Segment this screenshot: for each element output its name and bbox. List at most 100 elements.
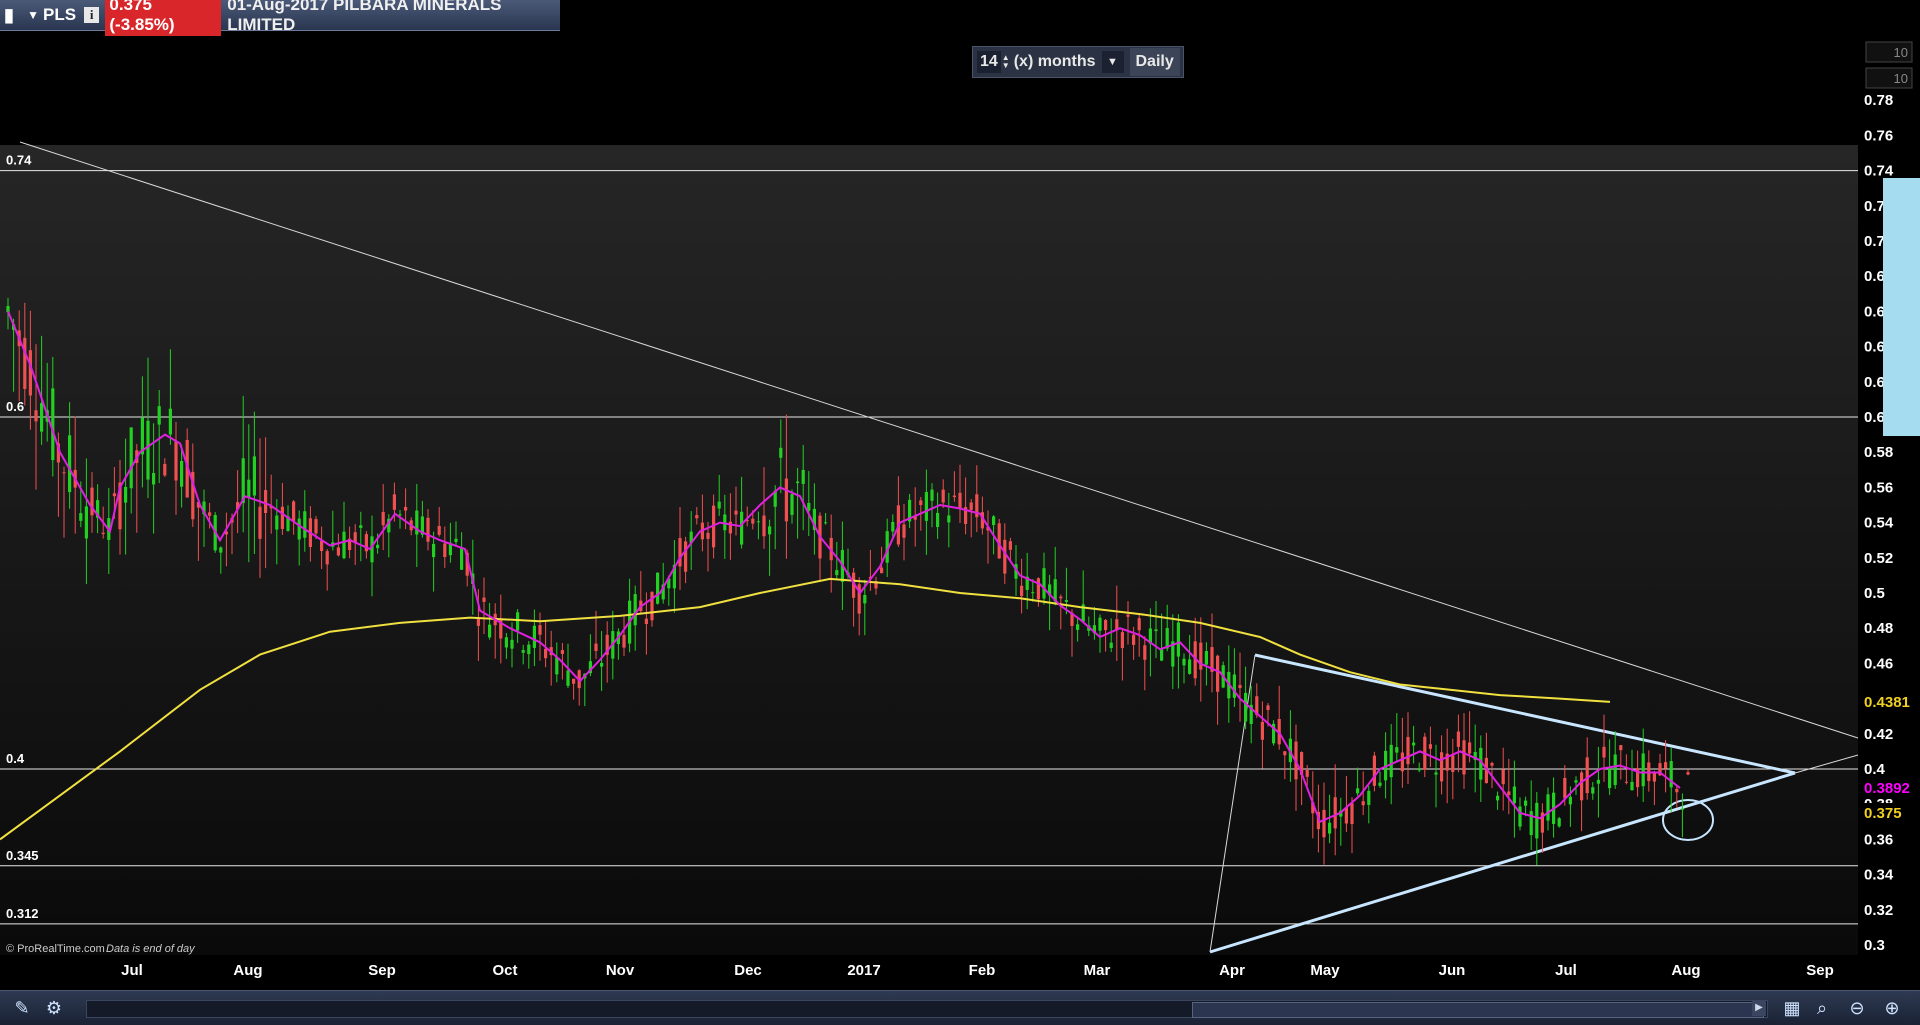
candle-body bbox=[264, 490, 268, 514]
x-tick-label: Feb bbox=[969, 962, 996, 979]
candle-body bbox=[1490, 763, 1494, 766]
price-scale-highlight bbox=[1883, 178, 1920, 436]
candle-body bbox=[807, 502, 811, 511]
candle-body bbox=[219, 547, 223, 553]
x-tick-label: Aug bbox=[233, 962, 262, 979]
candle-body bbox=[1535, 802, 1539, 839]
x-tick-label: Oct bbox=[492, 962, 517, 979]
price-chart[interactable]: 0.74 0.6 0.4 0.345 0.312 Jul Aug Sep Oct Nov Dec 2… bbox=[0, 0, 1920, 990]
level-label: 0.4 bbox=[6, 751, 25, 766]
candle-body bbox=[644, 618, 648, 625]
candle-body bbox=[1608, 768, 1612, 789]
candle-body bbox=[706, 532, 710, 539]
zoom-in-icon[interactable]: ⊕ bbox=[1884, 998, 1900, 1018]
x-tick-label: Mar bbox=[1084, 962, 1111, 979]
y-tick-label: 0.78 bbox=[1864, 92, 1893, 109]
period-unit-dropdown-icon[interactable]: ▼ bbox=[1101, 51, 1124, 73]
candle-body bbox=[1008, 541, 1012, 550]
candle-body bbox=[84, 506, 88, 539]
scale-box bbox=[1865, 67, 1913, 89]
candle-body bbox=[728, 521, 732, 534]
candle-body bbox=[594, 643, 598, 651]
candle-body bbox=[280, 506, 284, 529]
candle-body bbox=[1260, 721, 1264, 740]
candle-body bbox=[1518, 806, 1522, 827]
candle-body bbox=[521, 650, 525, 653]
candle-body bbox=[566, 670, 570, 686]
candle-body bbox=[370, 536, 374, 563]
y-tick-label: 0.34 bbox=[1864, 867, 1894, 884]
candle-body bbox=[544, 648, 548, 659]
candle-body bbox=[1014, 564, 1018, 579]
candle-body bbox=[1417, 768, 1421, 771]
candle-body bbox=[1585, 757, 1589, 794]
y-tick-label: 0.46 bbox=[1864, 655, 1893, 672]
candle-body bbox=[852, 572, 856, 598]
scale-box-label: 10 bbox=[1894, 71, 1908, 86]
y-tick-label: 0.74 bbox=[1864, 163, 1894, 180]
candle-body bbox=[1473, 751, 1477, 761]
triangle-lower-line bbox=[1209, 771, 1796, 954]
candle-body bbox=[1680, 808, 1684, 810]
candle-body bbox=[460, 548, 464, 570]
candle-body bbox=[398, 514, 402, 516]
candle-body bbox=[516, 612, 520, 631]
candle-body bbox=[1378, 782, 1382, 786]
candle-body bbox=[1356, 788, 1360, 794]
candle-body bbox=[1115, 619, 1119, 630]
scroll-right-button[interactable]: ▶ bbox=[1752, 1000, 1766, 1016]
candle-body bbox=[1160, 648, 1164, 661]
candle-body bbox=[1042, 568, 1046, 599]
candle-body bbox=[510, 639, 514, 649]
chart-data-icon[interactable]: ▦ bbox=[1783, 998, 1801, 1018]
x-tick-label: May bbox=[1310, 962, 1340, 979]
candle-body bbox=[997, 523, 1001, 559]
candle-body bbox=[1188, 659, 1192, 674]
candle-body bbox=[1372, 755, 1376, 786]
candle-body bbox=[812, 508, 816, 530]
scrollbar-thumb[interactable] bbox=[1192, 1002, 1764, 1018]
time-scrollbar[interactable] bbox=[86, 1000, 1768, 1018]
candle-body bbox=[796, 481, 800, 484]
candle-body bbox=[1076, 624, 1080, 630]
candle-body bbox=[986, 526, 990, 531]
candle-body bbox=[1171, 641, 1175, 667]
zoom-out-icon[interactable]: ⊖ bbox=[1849, 998, 1865, 1018]
candle-body bbox=[208, 512, 212, 516]
symbol-dropdown-icon[interactable]: ▼ bbox=[27, 8, 39, 22]
candle-body bbox=[1462, 740, 1466, 775]
symbol-label[interactable]: PLS bbox=[42, 5, 77, 24]
x-tick-label: Jul bbox=[1555, 962, 1577, 979]
interval-button[interactable]: Daily bbox=[1129, 48, 1180, 76]
zoom-fit-icon[interactable]: ⌕ bbox=[1816, 998, 1828, 1018]
period-spinner[interactable]: ▲ ▼ bbox=[1001, 53, 1010, 70]
scale-box-label: 10 bbox=[1894, 45, 1908, 60]
y-tick-label: 0.76 bbox=[1864, 127, 1893, 144]
candle-body bbox=[420, 516, 424, 535]
candle-body bbox=[1025, 576, 1029, 590]
candle-body bbox=[1669, 761, 1673, 788]
candle-body bbox=[672, 564, 676, 589]
level-label: 0.6 bbox=[6, 399, 24, 414]
candle-body bbox=[1199, 642, 1203, 670]
candle-body bbox=[90, 487, 94, 516]
candle-body bbox=[880, 567, 884, 574]
drawing-tools-icon[interactable]: ✎ bbox=[14, 998, 30, 1018]
candle-body bbox=[689, 531, 693, 543]
candle-body bbox=[784, 478, 788, 522]
candle-body bbox=[947, 515, 951, 523]
candle-body bbox=[1277, 719, 1281, 745]
candle-body bbox=[1406, 736, 1410, 765]
candle-body bbox=[756, 521, 760, 523]
apex-extension-line bbox=[1794, 754, 1859, 774]
candle-body bbox=[919, 500, 923, 505]
candle-body bbox=[605, 634, 609, 655]
candlestick-chart-icon[interactable]: ▮ bbox=[4, 5, 14, 25]
instrument-title: 01-Aug-2017 PILBARA MINERALS LIMITED bbox=[227, 0, 502, 34]
candle-body bbox=[443, 543, 447, 558]
period-value-input[interactable]: 14 bbox=[977, 51, 1001, 73]
candle-body bbox=[1512, 786, 1516, 804]
indicator-settings-icon[interactable]: ⚙ bbox=[45, 998, 63, 1018]
info-icon[interactable]: i bbox=[84, 7, 100, 23]
candle-body bbox=[835, 570, 839, 576]
